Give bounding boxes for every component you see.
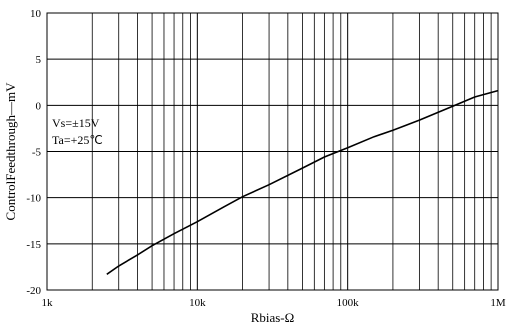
y-tick-label: 5 — [36, 54, 42, 66]
annotation-text: Ta=+25℃ — [52, 133, 103, 147]
x-axis-label: Rbias-Ω — [251, 310, 295, 325]
y-tick-label: 0 — [36, 100, 42, 112]
y-axis-label: ControlFeedthrough—mV — [3, 82, 18, 221]
x-tick-label: 100k — [337, 297, 360, 309]
x-tick-label: 1M — [490, 297, 506, 309]
y-tick-label: -5 — [32, 147, 42, 159]
series-layer — [106, 89, 499, 275]
x-tick-label: 10k — [189, 297, 206, 309]
plot-frame — [46, 12, 499, 291]
series-line — [106, 89, 499, 275]
y-tick-label: -20 — [26, 285, 41, 297]
y-tick-label: -10 — [26, 193, 41, 205]
y-tick-label: 10 — [30, 8, 42, 20]
annotation-text: Vs=±15V — [52, 116, 100, 130]
annotations: Vs=±15V Ta=+25℃ — [52, 116, 103, 147]
y-tick-label: -15 — [26, 239, 41, 251]
grid — [47, 13, 498, 290]
x-tick-label: 1k — [42, 297, 54, 309]
